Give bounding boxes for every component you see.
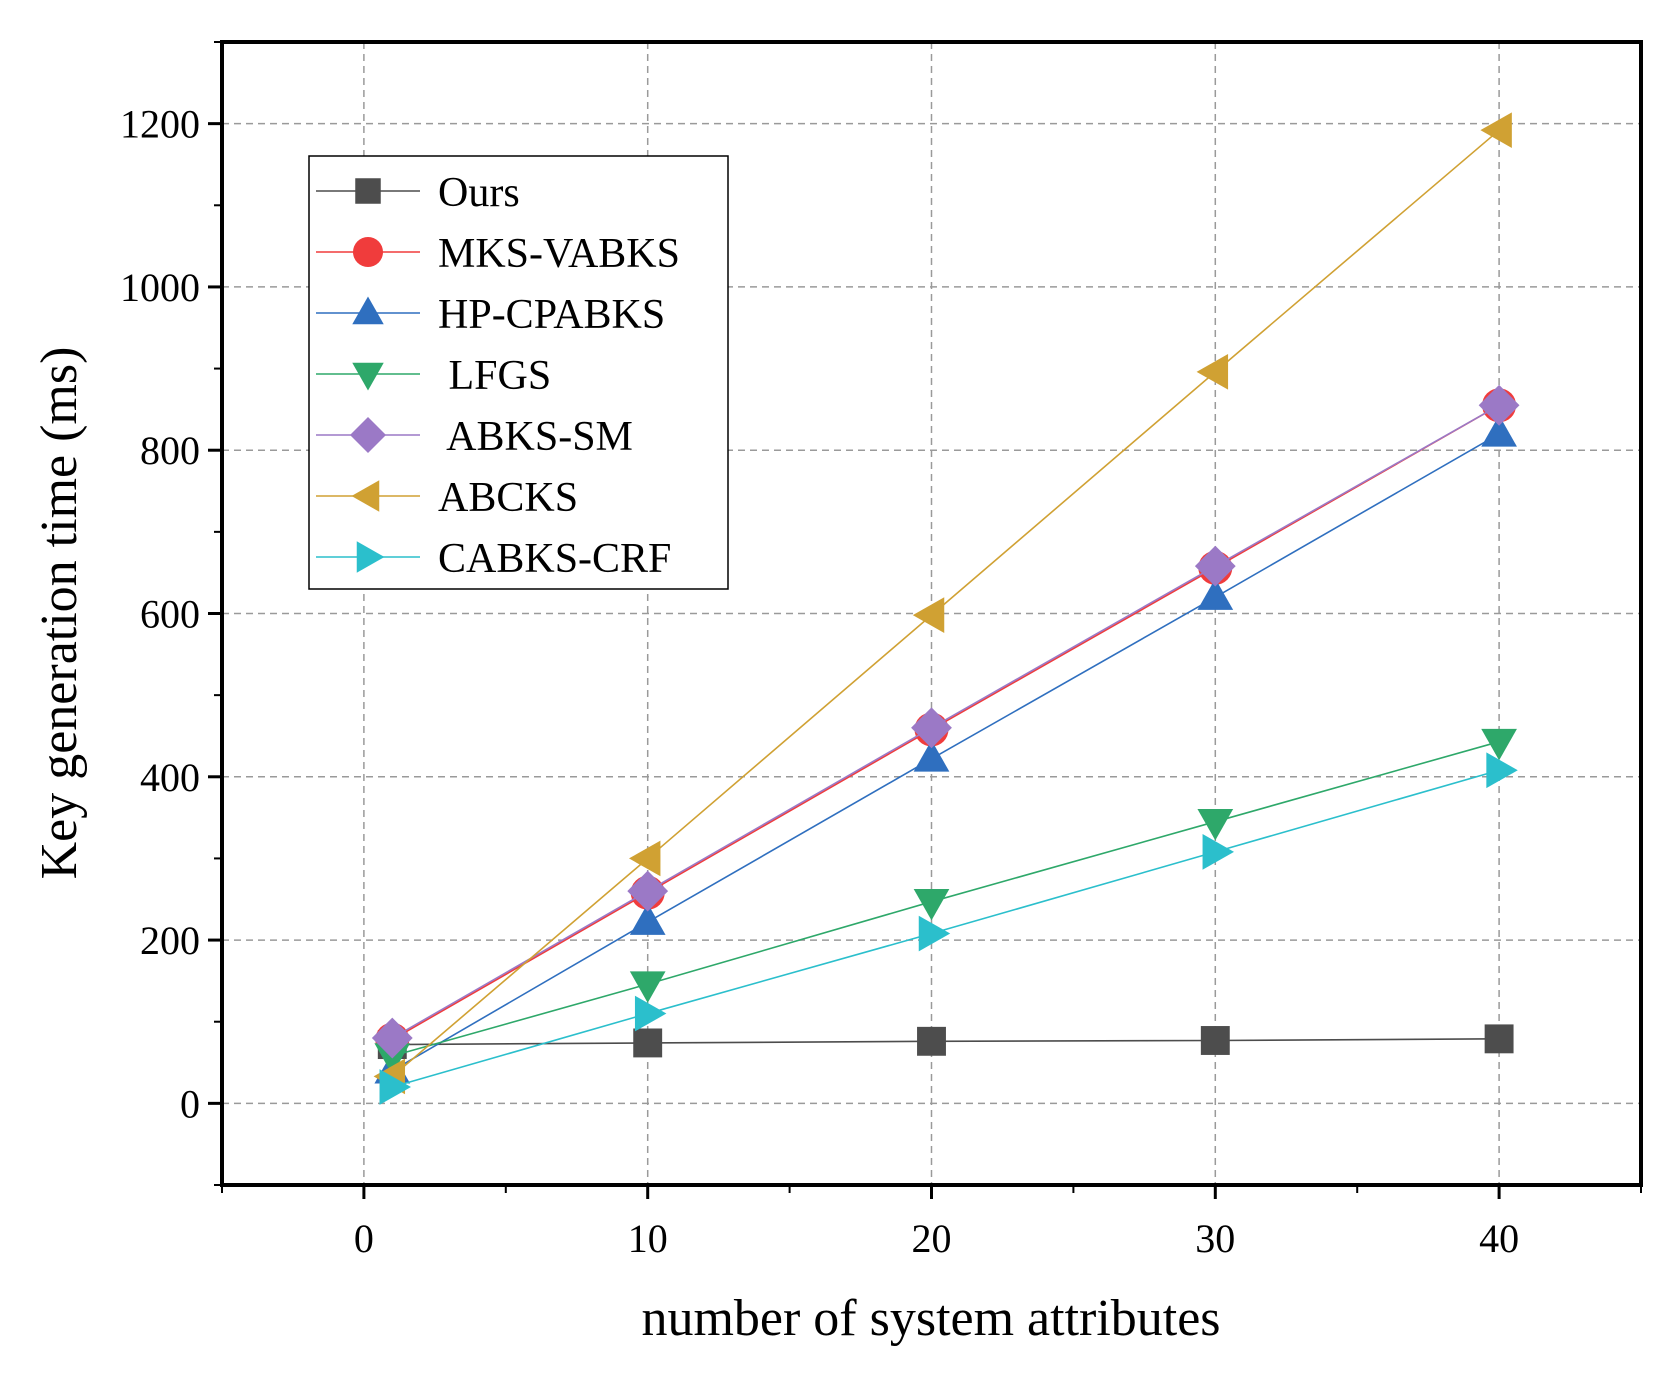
series-4 xyxy=(371,384,1520,1059)
legend-label-3: LFGS xyxy=(438,353,551,399)
x-tick-label-3: 30 xyxy=(1195,1216,1235,1261)
data-point-0-1 xyxy=(633,1028,663,1058)
data-point-3-3 xyxy=(1197,808,1234,841)
x-tick-label-4: 40 xyxy=(1479,1216,1519,1261)
legend-label-5: ABCKS xyxy=(438,475,578,521)
legend-item-5: ABCKS xyxy=(316,475,578,521)
y-tick-label-0: 0 xyxy=(180,1081,200,1126)
x-tick-label-1: 10 xyxy=(628,1216,668,1261)
x-tick-label-0: 0 xyxy=(354,1216,374,1261)
legend-marker-1 xyxy=(353,237,383,267)
y-tick-label-4: 800 xyxy=(140,428,200,473)
data-point-3-0 xyxy=(374,1043,411,1075)
data-point-4-0 xyxy=(371,1017,413,1059)
legend-item-0: Ours xyxy=(316,170,520,216)
data-point-4-4 xyxy=(1478,384,1520,426)
legend-marker-3 xyxy=(352,362,384,391)
data-point-2-3 xyxy=(1197,578,1234,610)
series-6 xyxy=(379,752,1518,1105)
x-tick-label-2: 20 xyxy=(912,1216,952,1261)
data-point-3-2 xyxy=(913,888,950,921)
legend-items: Ours MKS-VABKS HP-CPABKS LFGS ABKS-SM ABCKS… xyxy=(316,170,680,582)
legend: Ours MKS-VABKS HP-CPABKS LFGS ABKS-SM ABCKS… xyxy=(308,155,729,590)
legend-item-1: MKS-VABKS xyxy=(316,231,680,277)
y-tick-label-1: 200 xyxy=(140,918,200,963)
data-point-5-3 xyxy=(1196,353,1229,390)
legend-item-3: LFGS xyxy=(316,353,551,399)
data-point-3-4 xyxy=(1481,728,1517,761)
data-point-4-2 xyxy=(911,707,952,749)
x-axis-title: number of system attributes xyxy=(641,1290,1220,1347)
y-tick-label-5: 1000 xyxy=(120,265,200,310)
legend-marker-6 xyxy=(356,541,385,573)
data-point-6-3 xyxy=(1202,834,1234,870)
legend-item-4: ABKS-SM xyxy=(316,414,633,460)
series-3 xyxy=(374,728,1517,1075)
legend-label-0: Ours xyxy=(438,170,520,216)
legend-marker-0 xyxy=(355,178,381,204)
legend-item-6: CABKS-CRF xyxy=(316,536,671,582)
data-point-0-4 xyxy=(1484,1024,1514,1054)
data-point-2-2 xyxy=(913,740,950,772)
y-tick-label-3: 600 xyxy=(140,592,200,637)
data-point-5-1 xyxy=(629,840,661,877)
legend-item-2: HP-CPABKS xyxy=(316,292,665,338)
legend-marker-5 xyxy=(351,480,380,512)
x-axis-ticks: 0 10 20 30 40 xyxy=(221,1185,1642,1261)
data-point-4-3 xyxy=(1194,545,1236,587)
legend-label-4: ABKS-SM xyxy=(438,414,633,460)
series-line-3 xyxy=(392,740,1500,1057)
data-point-2-4 xyxy=(1481,415,1517,447)
data-point-4-1 xyxy=(627,870,669,912)
data-point-0-3 xyxy=(1200,1026,1230,1055)
data-point-3-1 xyxy=(629,971,666,1003)
data-point-6-4 xyxy=(1486,752,1518,789)
data-point-0-2 xyxy=(917,1026,946,1056)
data-point-2-1 xyxy=(629,903,666,935)
legend-marker-4 xyxy=(350,417,386,453)
data-point-5-4 xyxy=(1480,112,1512,149)
data-point-6-0 xyxy=(379,1069,411,1105)
y-tick-label-2: 400 xyxy=(140,755,200,800)
data-point-6-2 xyxy=(918,915,951,952)
legend-label-2: HP-CPABKS xyxy=(438,292,665,338)
legend-marker-2 xyxy=(352,296,384,325)
legend-label-1: MKS-VABKS xyxy=(438,231,680,277)
grid-layer xyxy=(222,42,1641,1185)
legend-label-6: CABKS-CRF xyxy=(438,536,671,582)
y-axis-ticks: 0 200 400 600 800 1000 1200 xyxy=(120,41,222,1186)
y-axis-title: Key generation time (ms) xyxy=(31,347,88,880)
data-point-5-2 xyxy=(912,597,945,633)
legend-box xyxy=(308,155,729,590)
y-tick-label-6: 1200 xyxy=(120,102,200,147)
series-layer xyxy=(371,112,1520,1105)
data-point-6-1 xyxy=(634,995,667,1032)
